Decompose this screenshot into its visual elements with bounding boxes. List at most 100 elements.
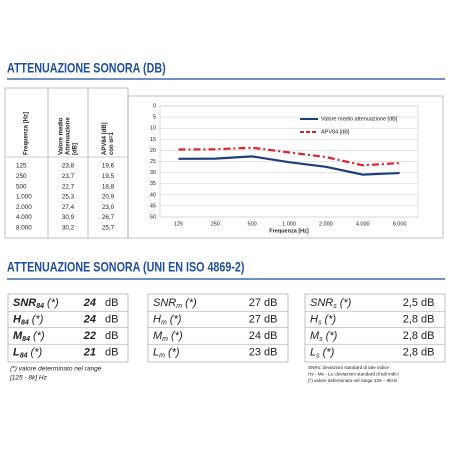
column-header: con α=1 — [109, 131, 115, 155]
y-tick-label: 50 — [150, 214, 156, 220]
table-cell: 125 — [16, 163, 27, 170]
index-label: L — [153, 346, 159, 358]
index-label: SNR — [13, 297, 36, 309]
index-label: L — [310, 346, 316, 358]
column-header: Frequenza [Hz] — [24, 112, 30, 155]
index-sub: 84 — [21, 319, 29, 326]
table-cell: 1.000 — [16, 194, 32, 201]
table-cell: 4.000 — [16, 214, 32, 221]
index-unit: dB — [421, 346, 434, 358]
y-tick-label: 25 — [150, 159, 156, 165]
table-cell: 30,9 — [62, 214, 75, 221]
index-unit: dB — [264, 313, 277, 325]
index-sub: s — [333, 303, 337, 310]
index-unit: dB — [264, 330, 277, 342]
table-cell: 27,4 — [62, 204, 75, 211]
index-label: M — [153, 330, 163, 342]
index-unit: dB — [421, 297, 434, 309]
index-unit: dB — [105, 330, 118, 342]
x-tick-label: 2.000 — [319, 221, 333, 227]
table-cell: 20,9 — [102, 194, 115, 201]
index-value: 2,5 — [403, 297, 418, 309]
table-cell: 23,8 — [62, 163, 75, 170]
index-mark: (*) — [170, 313, 182, 325]
index-mark: (*) — [185, 297, 197, 309]
index-label: SNR — [153, 297, 176, 309]
index-value: 21 — [83, 346, 96, 358]
x-tick-label: 125 — [174, 221, 183, 227]
legend-note: Hs - Ms - Ls: deviazioni standard di tal… — [308, 372, 399, 377]
table-cell: 500 — [16, 183, 27, 190]
index-value: 22 — [83, 330, 96, 342]
index-sub: s — [316, 352, 320, 359]
index-mark: (*) — [323, 346, 335, 358]
index-value: 24 — [83, 313, 96, 325]
series-line — [178, 146, 400, 167]
legend-label: Valore medio attenuazione [dB] — [321, 116, 398, 122]
table-cell: 23,7 — [62, 173, 75, 180]
index-label: H — [153, 313, 161, 325]
index-sub: 84 — [20, 352, 28, 359]
index-value: 23 — [249, 346, 261, 358]
legend-label: APV84 [dB] — [321, 129, 350, 135]
index-unit: dB — [105, 297, 118, 309]
column-header: APV84 [dB] — [102, 122, 108, 155]
index-sub: s — [318, 319, 322, 326]
x-axis-label: Frequenza [Hz] — [269, 228, 309, 234]
index-sub: 84 — [22, 336, 30, 343]
table-cell: 26,7 — [102, 214, 115, 221]
index-unit: dB — [105, 346, 118, 358]
series-line — [178, 155, 400, 176]
chart-frame — [127, 95, 444, 239]
index-unit: dB — [421, 313, 434, 325]
index-sub: m — [161, 319, 167, 326]
table-cell: 25,3 — [62, 194, 75, 201]
x-tick-label: 1.000 — [282, 221, 296, 227]
y-tick-label: 5 — [153, 115, 156, 121]
index-label: M — [310, 330, 320, 342]
table-cell: 22,7 — [62, 183, 75, 190]
index-unit: dB — [421, 330, 434, 342]
y-tick-label: 30 — [150, 170, 156, 176]
index-sub: m — [162, 336, 168, 343]
index-value: 24 — [249, 330, 261, 342]
index-mark: (*) — [33, 330, 45, 342]
index-sub: s — [319, 336, 323, 343]
index-value: 2,8 — [403, 330, 418, 342]
index-unit: dB — [264, 346, 277, 358]
table-cell: 19,6 — [102, 163, 115, 170]
index-label: L — [13, 346, 20, 358]
title: ATTENUAZIONE SONORA (DB) — [7, 60, 166, 76]
index-label: SNR — [310, 297, 333, 309]
legend-note: SNRs: deviazioni standard di tale indice — [308, 365, 389, 370]
y-tick-label: 40 — [150, 192, 156, 198]
table-cell: 8.000 — [16, 224, 32, 231]
index-mark: (*) — [326, 330, 338, 342]
index-value: 27 — [249, 313, 261, 325]
note: (*) valore determinato nel range — [10, 366, 102, 373]
index-mark: (*) — [32, 313, 44, 325]
index-value: 27 — [249, 297, 261, 309]
x-tick-label: 4.000 — [356, 221, 370, 227]
index-sub: 84 — [36, 303, 44, 310]
box-frame — [7, 293, 129, 363]
subtitle: ATTENUAZIONE SONORA (UNI EN ISO 4869-2) — [7, 259, 244, 275]
index-label: H — [13, 313, 22, 325]
index-unit: dB — [264, 297, 277, 309]
column-header: Valore medio — [59, 117, 65, 155]
table-cell: 18,8 — [102, 183, 115, 190]
x-tick-label: 8.000 — [393, 221, 407, 227]
table-cell: 30,2 — [62, 224, 75, 231]
y-tick-label: 10 — [150, 126, 156, 132]
index-value: 2,8 — [403, 313, 418, 325]
index-value: 24 — [83, 297, 96, 309]
index-mark: (*) — [340, 297, 352, 309]
box-frame — [147, 293, 289, 363]
note: [125 - 8k] Hz — [9, 375, 48, 382]
index-label: H — [310, 313, 318, 325]
y-tick-label: 15 — [150, 137, 156, 143]
legend-note: (*) valore determinato nel range 125 – 8… — [308, 378, 398, 383]
index-value: 2,8 — [403, 346, 418, 358]
index-unit: dB — [105, 313, 118, 325]
